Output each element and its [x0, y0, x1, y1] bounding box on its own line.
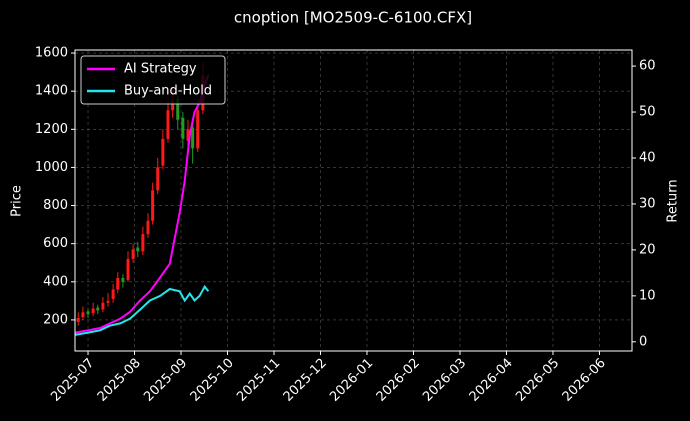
y2-tick-label: 50: [639, 105, 656, 120]
y2-tick-label: 40: [639, 150, 656, 165]
y-tick-label: 1000: [35, 160, 68, 175]
x-tick-label: 2026-01: [327, 356, 376, 405]
candle-body: [136, 247, 140, 252]
legend-box: [80, 55, 226, 105]
y-tick-label: 400: [43, 274, 68, 289]
y2-tick-label: 30: [639, 196, 656, 211]
candle-body: [196, 110, 200, 149]
candle-body: [101, 302, 105, 310]
candle-body: [161, 138, 165, 166]
x-tick-label: 2026-02: [374, 356, 423, 405]
x-tick-label: 2026-03: [420, 356, 469, 405]
plot-frame: [74, 49, 633, 352]
candle-body: [186, 129, 190, 141]
candle-body: [171, 100, 175, 111]
candle-body: [166, 110, 170, 139]
candle-body: [141, 234, 145, 252]
y2-tick-label: 0: [639, 334, 647, 349]
x-tick-label: 2026-06: [560, 356, 609, 405]
y2-tick-label: 60: [639, 59, 656, 74]
y-tick-label: 1600: [35, 46, 68, 61]
y-tick-label: 800: [43, 198, 68, 213]
x-tick-label: 2025-12: [281, 356, 330, 405]
y-tick-label: 200: [43, 312, 68, 327]
candle-body: [156, 167, 160, 191]
y-tick-label: 1400: [35, 84, 68, 99]
x-tick-label: 2025-11: [234, 356, 283, 405]
x-tick-label: 2025-07: [48, 356, 97, 405]
candle-body: [91, 308, 95, 314]
y2-tick-label: 20: [639, 242, 656, 257]
y2-axis-label: Return: [666, 179, 681, 222]
series-line: [74, 284, 210, 336]
y-axis-label: Price: [10, 185, 25, 217]
series-line: [74, 74, 210, 334]
legend-label: AI Strategy: [124, 62, 197, 77]
candle-body: [131, 249, 135, 259]
candle-body: [121, 277, 125, 282]
x-tick-label: 2025-09: [141, 356, 190, 405]
legend: AI Strategy Buy-and-Hold: [80, 55, 226, 105]
legend-label: Buy-and-Hold: [124, 84, 212, 99]
candle-body: [146, 220, 150, 235]
candle-body: [106, 300, 110, 303]
candle-body: [81, 312, 85, 318]
x-tick-label: 2025-10: [188, 356, 237, 405]
candle-body: [111, 289, 115, 299]
x-tick-label: 2025-08: [95, 356, 144, 405]
x-tick-label: 2026-04: [467, 356, 516, 405]
candle-body: [181, 117, 185, 139]
candle-body: [191, 127, 195, 149]
candle-body: [96, 307, 100, 311]
y2-tick-label: 10: [639, 288, 656, 303]
chart-title: cnoption [MO2509-C-6100.CFX]: [234, 9, 472, 27]
y-tick-label: 1200: [35, 122, 68, 137]
candle-body: [86, 311, 90, 315]
candle-body: [76, 318, 80, 322]
candle-body: [116, 277, 120, 290]
candle-body: [176, 98, 180, 120]
x-tick-label: 2026-05: [513, 356, 562, 405]
candle-body: [151, 190, 155, 221]
candle-body: [126, 258, 130, 280]
y-tick-label: 600: [43, 236, 68, 251]
